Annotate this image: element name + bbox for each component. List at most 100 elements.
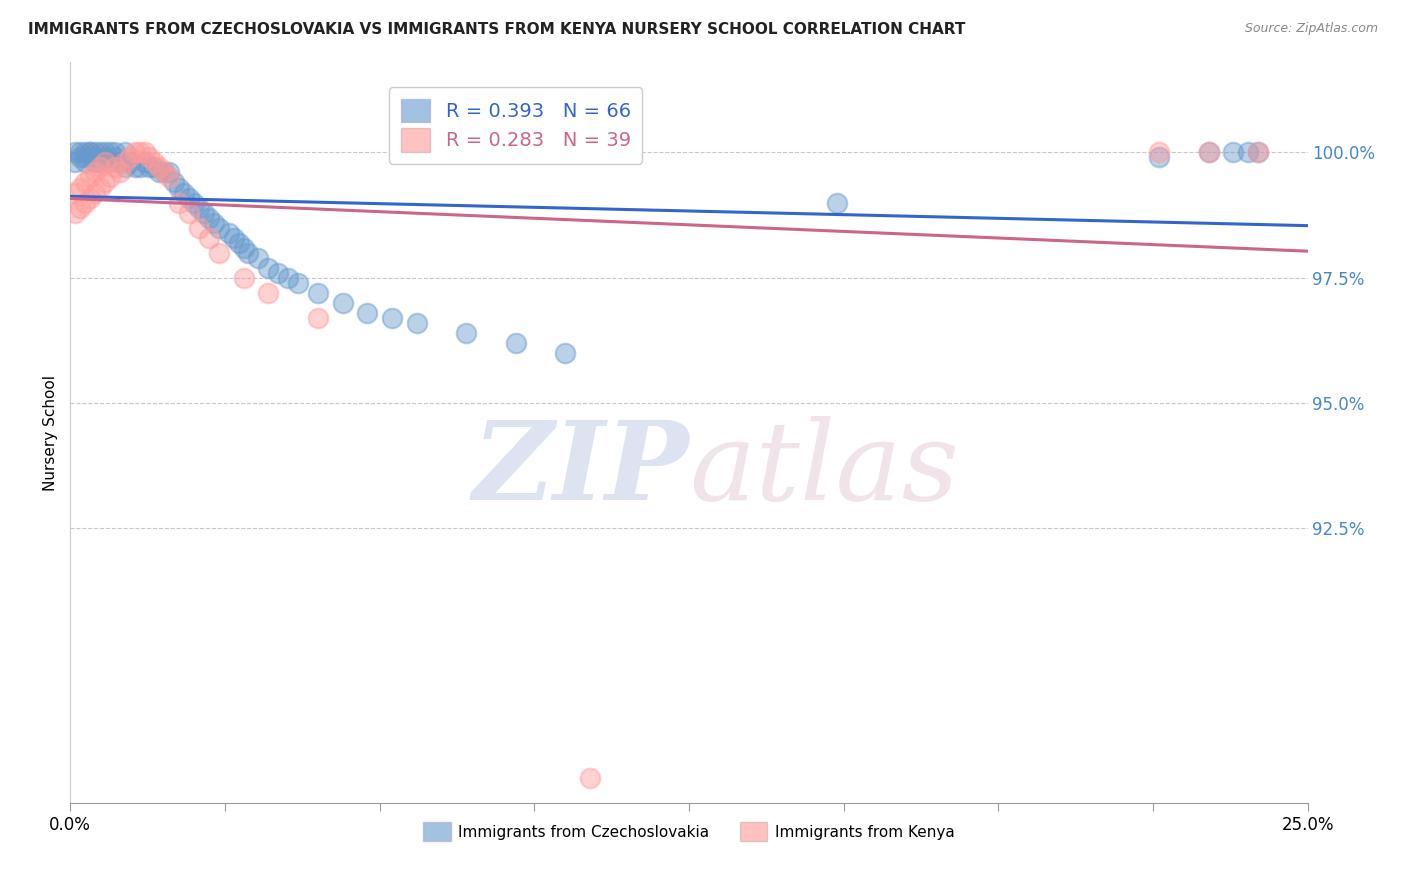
Point — [163, 176, 186, 190]
Point — [405, 316, 427, 330]
Point — [1247, 145, 1270, 160]
Point — [108, 165, 131, 179]
Y-axis label: Nursery School: Nursery School — [44, 375, 59, 491]
Point — [114, 161, 136, 175]
Point — [94, 155, 117, 169]
Point — [1147, 145, 1170, 160]
Point — [188, 201, 211, 215]
Point — [157, 165, 180, 179]
Point — [356, 305, 378, 319]
Point — [89, 180, 111, 194]
Point — [108, 155, 131, 169]
Text: ZIP: ZIP — [472, 416, 689, 524]
Point — [188, 220, 211, 235]
Point — [554, 345, 576, 359]
Point — [332, 295, 354, 310]
Point — [208, 220, 231, 235]
Point — [202, 215, 225, 229]
Point — [153, 165, 176, 179]
Point — [84, 145, 107, 160]
Point — [98, 170, 121, 185]
Point — [75, 145, 97, 160]
Point — [177, 190, 200, 204]
Point — [143, 155, 166, 169]
Point — [277, 270, 299, 285]
Point — [228, 235, 250, 250]
Point — [232, 270, 254, 285]
Point — [456, 326, 478, 340]
Point — [124, 145, 146, 160]
Point — [183, 195, 205, 210]
Point — [167, 195, 190, 210]
Point — [1147, 151, 1170, 165]
Point — [94, 176, 117, 190]
Point — [193, 205, 215, 219]
Point — [1198, 145, 1220, 160]
Point — [104, 145, 127, 160]
Point — [118, 151, 141, 165]
Point — [118, 155, 141, 169]
Point — [114, 155, 136, 169]
Point — [104, 151, 127, 165]
Point — [84, 151, 107, 165]
Point — [69, 145, 91, 160]
Point — [257, 260, 280, 275]
Point — [173, 186, 195, 200]
Point — [114, 145, 136, 160]
Point — [98, 145, 121, 160]
Point — [1247, 145, 1270, 160]
Point — [232, 241, 254, 255]
Point — [89, 161, 111, 175]
Text: atlas: atlas — [689, 416, 959, 524]
Point — [84, 165, 107, 179]
Point — [94, 151, 117, 165]
Point — [238, 245, 260, 260]
Point — [65, 186, 87, 200]
Point — [143, 161, 166, 175]
Point — [134, 145, 156, 160]
Point — [79, 190, 101, 204]
Point — [75, 151, 97, 165]
Point — [1222, 145, 1244, 160]
Point — [153, 165, 176, 179]
Point — [138, 151, 160, 165]
Point — [65, 145, 87, 160]
Text: Source: ZipAtlas.com: Source: ZipAtlas.com — [1244, 22, 1378, 36]
Point — [218, 226, 240, 240]
Point — [257, 285, 280, 300]
Point — [138, 161, 160, 175]
Point — [381, 310, 404, 325]
Point — [177, 205, 200, 219]
Point — [75, 195, 97, 210]
Point — [104, 161, 127, 175]
Point — [75, 155, 97, 169]
Point — [827, 195, 849, 210]
Point — [79, 145, 101, 160]
Point — [148, 165, 170, 179]
Point — [247, 251, 270, 265]
Point — [98, 155, 121, 169]
Point — [69, 201, 91, 215]
Point — [128, 145, 150, 160]
Point — [75, 176, 97, 190]
Point — [89, 155, 111, 169]
Point — [94, 145, 117, 160]
Text: IMMIGRANTS FROM CZECHOSLOVAKIA VS IMMIGRANTS FROM KENYA NURSERY SCHOOL CORRELATI: IMMIGRANTS FROM CZECHOSLOVAKIA VS IMMIGR… — [28, 22, 966, 37]
Point — [198, 230, 221, 244]
Point — [124, 161, 146, 175]
Point — [65, 205, 87, 219]
Point — [579, 771, 602, 785]
Point — [267, 266, 290, 280]
Point — [89, 145, 111, 160]
Point — [307, 285, 329, 300]
Point — [79, 170, 101, 185]
Point — [208, 245, 231, 260]
Point — [79, 145, 101, 160]
Point — [1237, 145, 1260, 160]
Point — [1198, 145, 1220, 160]
Point — [287, 276, 309, 290]
Point — [505, 335, 527, 350]
Point — [128, 161, 150, 175]
Point — [84, 186, 107, 200]
Point — [198, 211, 221, 225]
